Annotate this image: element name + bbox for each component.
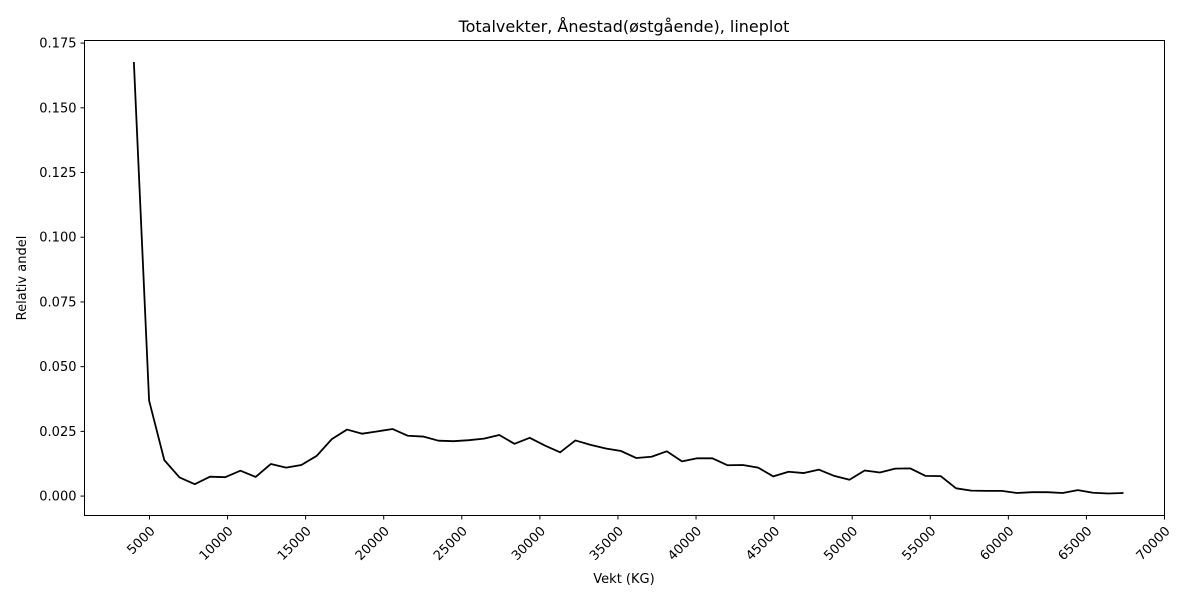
y-tick-label: 0.150 [39,101,76,116]
x-tick-label: 5000 [125,524,159,558]
x-tick-label: 55000 [899,524,939,564]
x-tick-label: 20000 [353,524,393,564]
chart-title: Totalvekter, Ånestad(østgående), lineplo… [458,17,790,36]
plot-frame [84,40,1165,516]
y-axis-label: Relativ andel [15,236,30,321]
y-tick-label: 0.050 [39,360,76,375]
y-tick-label: 0.025 [39,425,76,440]
x-tick-label: 15000 [275,524,315,564]
x-tick-label: 70000 [1134,524,1174,564]
x-tick-label: 30000 [509,524,549,564]
x-tick-label: 40000 [665,524,705,564]
y-tick-label: 0.175 [39,37,76,52]
y-tick-label: 0.100 [39,231,76,246]
x-tick-label: 50000 [821,524,861,564]
tick-layer: 5000 10000 15000 20000 25000 30000 35000 40000 4… [39,37,1173,564]
y-tick-label: 0.125 [39,166,76,181]
y-tick-label: 0.000 [39,490,76,505]
x-axis-label: Vekt (KG) [593,572,654,587]
series-line [132,61,1124,495]
x-tick-label: 45000 [743,524,783,564]
x-tick-label: 60000 [978,524,1018,564]
x-tick-label: 35000 [587,524,627,564]
x-tick-label: 65000 [1056,524,1096,564]
y-tick-label: 0.075 [39,295,76,310]
x-tick-label: 10000 [197,524,237,564]
x-tick-label: 25000 [431,524,471,564]
